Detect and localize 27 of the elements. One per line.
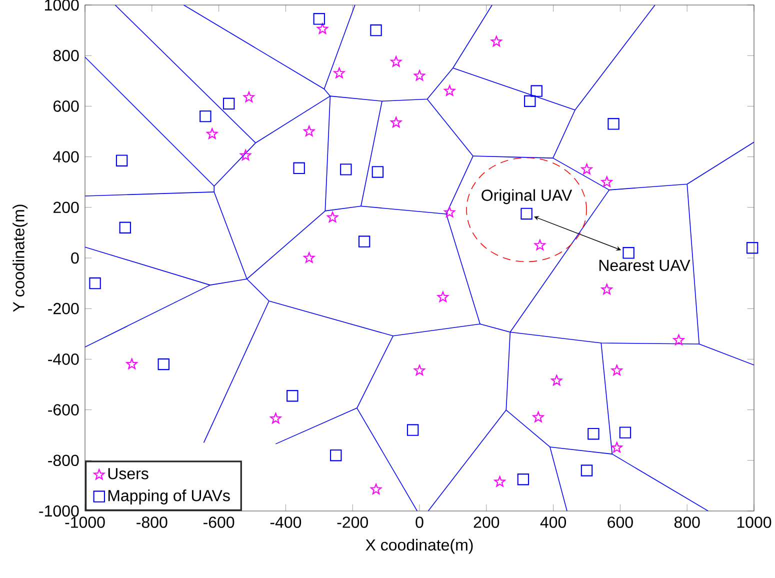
y-tick-label: 200: [54, 202, 79, 214]
x-tick-label: 600: [608, 516, 633, 528]
y-tick-label: 600: [54, 100, 79, 112]
x-tick-label: -200: [337, 516, 368, 528]
y-tick-label: -600: [48, 404, 79, 416]
annotation: Original UAV: [482, 189, 572, 204]
legend-label: Users: [108, 468, 148, 480]
y-tick-label: 400: [53, 151, 79, 162]
annotation: Nearest UAV: [599, 260, 690, 272]
y-tick-label: 800: [53, 50, 79, 62]
x-tick-label: -1000: [65, 516, 105, 528]
x-tick-label: -400: [270, 516, 302, 528]
y-tick-label: -1000: [39, 505, 79, 517]
y-axis-title: Y coodinate(m): [12, 204, 28, 312]
x-tick-label: 0: [416, 516, 424, 528]
y-tick-label: -200: [48, 302, 79, 314]
x-tick-label: 400: [540, 516, 566, 528]
y-tick-label: -800: [48, 454, 79, 466]
y-tick-label: -400: [48, 354, 79, 365]
legend-label: Mapping of UAVs: [108, 490, 230, 504]
x-axis-title: X coodinate(m): [366, 538, 473, 554]
x-tick-label: -800: [136, 516, 168, 528]
x-tick-label: -600: [204, 516, 234, 528]
x-tick-label: 200: [474, 516, 500, 528]
y-tick-label: 0: [71, 252, 79, 264]
x-tick-label: 1000: [737, 516, 772, 528]
x-tick-label: 800: [674, 516, 700, 528]
